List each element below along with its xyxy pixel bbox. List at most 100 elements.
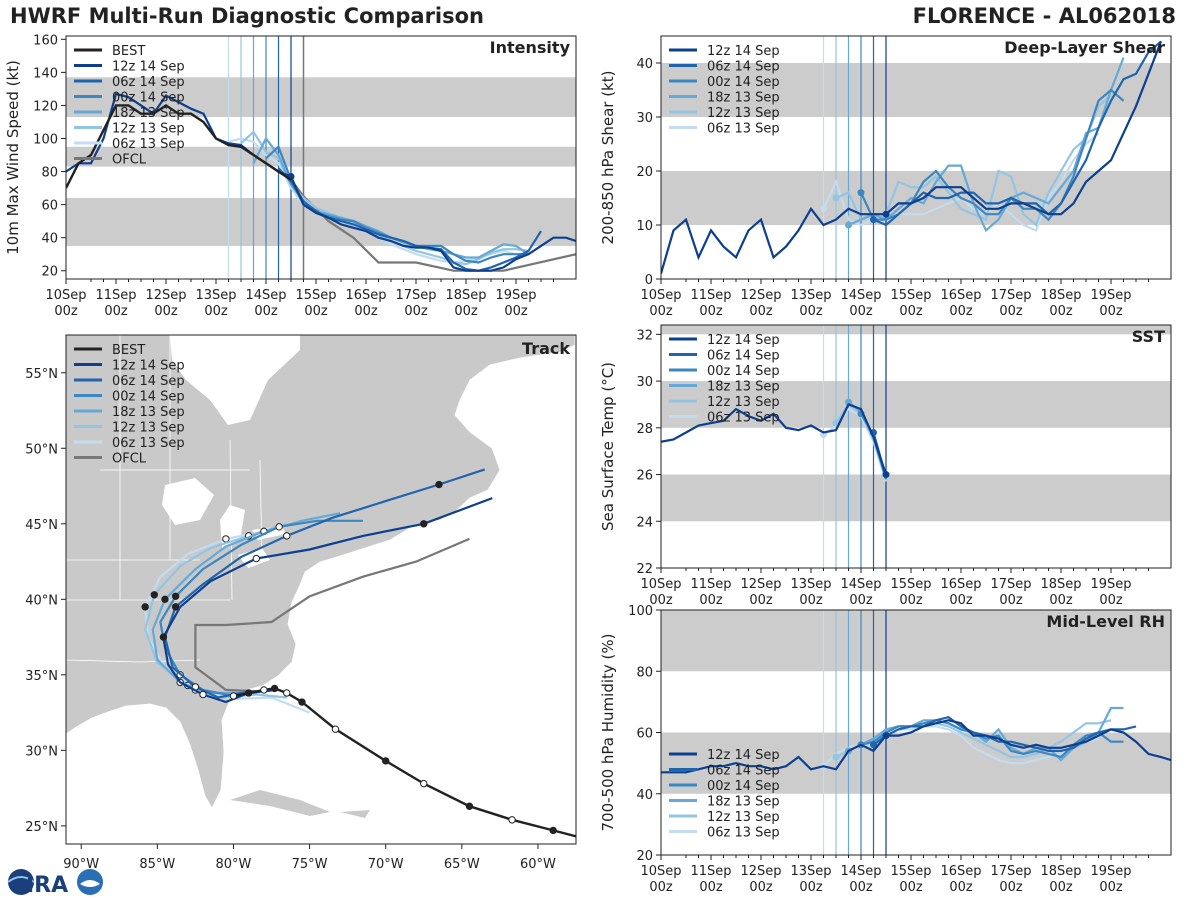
track-best-point xyxy=(283,689,291,697)
shear-axes: 10Sep00z11Sep00z12Sep00z13Sep00z14Sep00z… xyxy=(599,35,1172,319)
track-best-point xyxy=(382,757,390,765)
y-tick-label: 20 xyxy=(636,165,653,180)
legend-label: 06z 14 Sep xyxy=(707,60,780,75)
y-tick-label: 22 xyxy=(636,562,653,577)
y-tick-label: 26 xyxy=(636,469,653,484)
panel-title: SST xyxy=(1132,327,1165,346)
track-point xyxy=(171,592,180,600)
init-marker xyxy=(882,732,890,740)
legend-label: OFCL xyxy=(112,452,147,467)
legend-label: 00z 14 Sep xyxy=(707,75,780,90)
track-point xyxy=(222,535,230,543)
x-tick-label-hour: 00z xyxy=(649,593,673,608)
init-marker xyxy=(870,216,877,224)
rh-axes: 10Sep00z11Sep00z12Sep00z13Sep00z14Sep00z… xyxy=(599,604,1172,895)
lat-tick-label: 35°N xyxy=(25,669,58,684)
x-tick-label-hour: 00z xyxy=(504,304,528,319)
panel-title: Track xyxy=(522,339,570,358)
x-tick-label-hour: 00z xyxy=(949,304,973,319)
x-tick-label-hour: 00z xyxy=(799,880,823,895)
track-point xyxy=(420,520,428,528)
legend-label: OFCL xyxy=(112,153,147,168)
sst-axes: 10Sep00z11Sep00z12Sep00z13Sep00z14Sep00z… xyxy=(599,324,1172,608)
x-tick-label-hour: 00z xyxy=(1099,304,1123,319)
x-tick-label-hour: 00z xyxy=(254,304,278,319)
y-axis-label: 700-500 hPa Humidity (%) xyxy=(599,633,617,831)
rh-panel xyxy=(661,610,1171,855)
shear-panel xyxy=(661,36,1171,279)
track-best-point xyxy=(465,802,474,810)
y-tick-label: 20 xyxy=(41,265,58,280)
legend-label: 06z 13 Sep xyxy=(707,411,780,426)
legend-label: 06z 13 Sep xyxy=(707,122,780,137)
legend-label: 06z 14 Sep xyxy=(112,374,185,389)
x-tick-label-hour: 00z xyxy=(304,304,328,319)
legend-label: 06z 14 Sep xyxy=(707,349,780,364)
axes-frame xyxy=(660,324,1172,569)
legend-label: 12z 14 Sep xyxy=(707,333,780,348)
track-point xyxy=(150,591,158,599)
x-tick-label-day: 14Sep xyxy=(840,577,881,592)
series-line-0 xyxy=(661,41,1163,274)
init-marker xyxy=(882,471,890,479)
x-tick-label-hour: 00z xyxy=(699,593,723,608)
x-tick-label-day: 15Sep xyxy=(890,288,931,303)
track-series-line-0 xyxy=(162,497,493,704)
intensity-panel xyxy=(66,36,576,279)
cira-globe-icon xyxy=(8,869,34,895)
x-tick-label-hour: 00z xyxy=(204,304,228,319)
y-tick-label: 10 xyxy=(636,219,653,234)
shaded-band xyxy=(661,474,1171,522)
shaded-band xyxy=(661,63,1171,117)
x-tick-label-day: 16Sep xyxy=(940,288,981,303)
init-marker xyxy=(857,189,865,197)
legend-label: 12z 14 Sep xyxy=(707,44,780,59)
track-frame xyxy=(65,334,577,845)
legend-label: 12z 13 Sep xyxy=(707,395,780,410)
y-tick-label: 30 xyxy=(636,111,653,126)
lat-tick-label: 50°N xyxy=(25,442,58,457)
track-point xyxy=(283,532,291,540)
storm-identifier: FLORENCE - AL062018 xyxy=(912,4,1176,28)
track-point xyxy=(141,603,149,611)
legend-label: 12z 13 Sep xyxy=(112,421,185,436)
y-tick-label: 20 xyxy=(636,849,653,864)
x-tick-label-hour: 00z xyxy=(899,880,923,895)
track-point xyxy=(199,690,207,699)
rammb-wave-icon xyxy=(80,880,100,887)
y-tick-label: 28 xyxy=(636,422,653,437)
panel-title: Mid-Level RH xyxy=(1046,612,1165,631)
axes-frame xyxy=(65,35,577,280)
x-tick-label-hour: 00z xyxy=(154,304,178,319)
y-tick-label: 80 xyxy=(636,665,653,680)
caribbean-islands xyxy=(230,790,370,818)
series-line-1 xyxy=(873,40,1162,227)
x-tick-label-day: 14Sep xyxy=(840,288,881,303)
x-tick-label-hour: 00z xyxy=(1049,304,1073,319)
x-tick-label-hour: 00z xyxy=(749,880,773,895)
y-tick-label: 160 xyxy=(33,33,58,48)
legend-label: 12z 13 Sep xyxy=(707,810,780,825)
x-tick-label-day: 12Sep xyxy=(740,288,781,303)
x-tick-label-day: 17Sep xyxy=(990,864,1031,879)
x-tick-label-day: 13Sep xyxy=(790,288,831,303)
x-tick-label-hour: 00z xyxy=(354,304,378,319)
x-tick-label-day: 16Sep xyxy=(940,577,981,592)
x-tick-label-hour: 00z xyxy=(404,304,428,319)
axes-frame xyxy=(660,35,1172,280)
x-tick-label-day: 10Sep xyxy=(640,577,681,592)
init-marker xyxy=(832,194,840,202)
shaded-band xyxy=(661,325,1171,335)
x-tick-label-day: 18Sep xyxy=(1040,288,1081,303)
x-tick-label-day: 12Sep xyxy=(740,577,781,592)
track-best-point xyxy=(549,826,557,835)
x-tick-label-hour: 00z xyxy=(999,304,1023,319)
x-tick-label-hour: 00z xyxy=(799,304,823,319)
cira-logo-mark: IRA xyxy=(26,873,68,898)
x-tick-label-day: 15Sep xyxy=(890,864,931,879)
legend-label: 12z 13 Sep xyxy=(112,122,185,137)
y-tick-label: 120 xyxy=(33,99,58,114)
track-point xyxy=(171,603,180,611)
track-series-line-1 xyxy=(163,468,486,699)
shaded-band xyxy=(661,381,1171,428)
